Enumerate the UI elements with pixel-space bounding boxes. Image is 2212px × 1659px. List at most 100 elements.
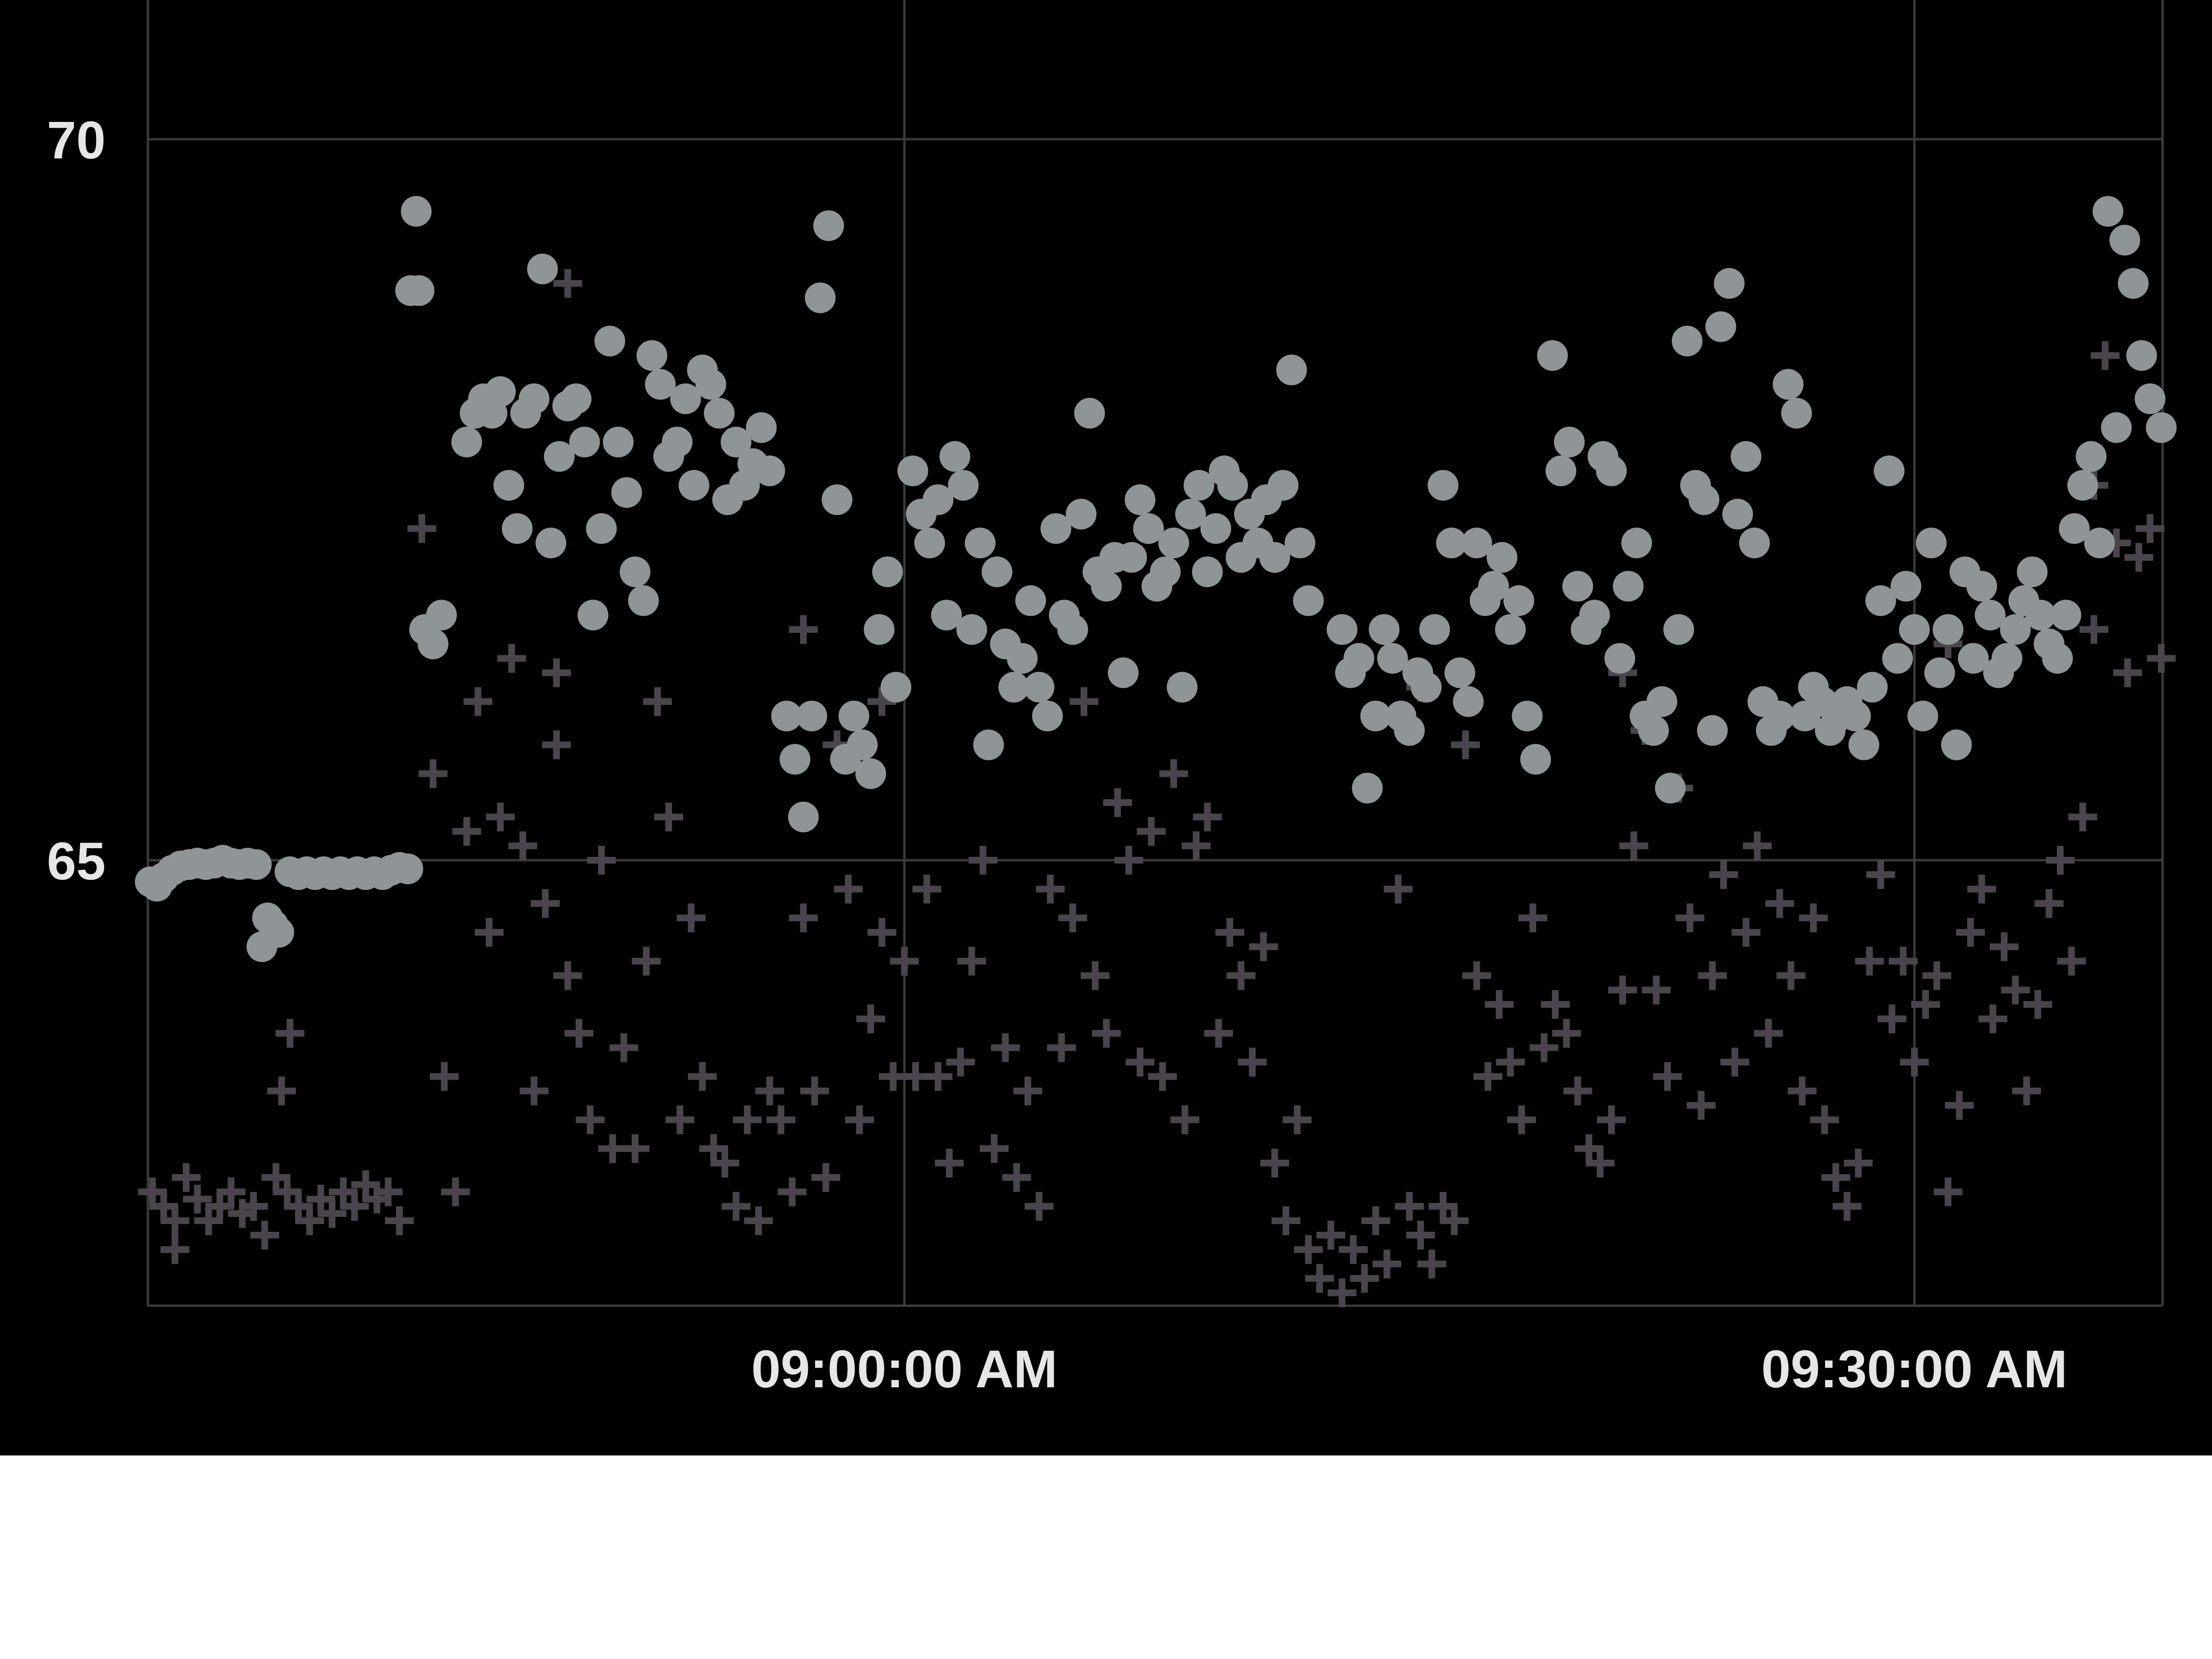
circle-point — [645, 369, 676, 400]
cross-point — [1698, 961, 1727, 990]
cross-point — [2091, 341, 2120, 370]
circle-point — [1612, 571, 1644, 602]
scatter-chart: 65 70 09:00:00 AM 09:30:00 AM — [47, 0, 2177, 1399]
cross-point — [205, 1191, 234, 1221]
cross-point — [2113, 658, 2142, 687]
cross-point — [1922, 961, 1951, 990]
circle-point — [1705, 311, 1736, 342]
cross-point — [1821, 1163, 1851, 1192]
circle-point — [577, 600, 609, 631]
circle-point — [771, 700, 802, 732]
circle-point — [2017, 556, 2048, 588]
circle-point — [2092, 196, 2124, 227]
circle-point — [1655, 772, 1686, 804]
cross-point — [1934, 1177, 1963, 1206]
circle-point — [1268, 469, 1298, 501]
circle-point — [1941, 729, 1972, 760]
cross-point — [721, 1191, 751, 1221]
cross-point — [1271, 1206, 1300, 1235]
cross-point — [1114, 846, 1143, 875]
cross-point — [1776, 961, 1805, 990]
cross-point — [1395, 1191, 1424, 1221]
circle-point — [1285, 528, 1316, 559]
circle-point — [1326, 614, 1358, 645]
cross-point — [475, 918, 504, 947]
cross-point — [912, 875, 941, 904]
cross-point — [1754, 1019, 1783, 1048]
circle-point — [1714, 268, 1745, 299]
circle-point — [1545, 455, 1576, 486]
circle-point — [1107, 657, 1139, 688]
circle-point — [485, 376, 516, 407]
cross-point — [1540, 990, 1570, 1019]
cross-point — [1125, 1047, 1154, 1077]
circle-point — [518, 383, 550, 414]
circle-point — [392, 854, 423, 885]
cross-point — [419, 759, 448, 788]
cross-point — [1709, 860, 1738, 890]
tick-labels: 65 70 09:00:00 AM 09:30:00 AM — [47, 111, 2068, 1399]
cross-point — [1743, 831, 1772, 860]
cross-point — [295, 1206, 324, 1235]
circle-point — [1276, 354, 1307, 385]
circle-point — [914, 528, 945, 559]
circle-point — [2059, 513, 2090, 544]
cross-point — [1810, 1105, 1839, 1134]
circle-point — [1015, 585, 1046, 616]
cross-point — [1575, 1134, 1604, 1163]
cross-point — [1552, 1019, 1581, 1048]
cross-point — [351, 1170, 380, 1199]
circle-point — [426, 600, 457, 631]
circle-point — [1840, 700, 1871, 732]
circle-point — [1974, 600, 2006, 631]
circle-point — [1857, 672, 1888, 703]
cross-point — [946, 1047, 975, 1077]
cross-point — [194, 1206, 223, 1235]
cross-point — [317, 1199, 347, 1228]
circle-point — [2076, 441, 2107, 472]
cross-point — [699, 1134, 728, 1163]
circle-point — [847, 729, 878, 760]
circle-point — [535, 528, 566, 559]
cross-point — [2023, 990, 2053, 1019]
cross-point — [1215, 918, 1244, 947]
circle-point — [1865, 585, 1896, 616]
cross-point — [1092, 1019, 1121, 1048]
circle-point — [1419, 614, 1450, 645]
cross-point — [890, 947, 919, 976]
cross-point — [239, 1191, 268, 1221]
circle-point — [240, 849, 272, 880]
circle-point — [569, 426, 600, 457]
circle-point — [1259, 542, 1290, 573]
circle-point — [1166, 672, 1198, 703]
cross-point — [553, 269, 582, 298]
cross-point — [1563, 1076, 1592, 1106]
circle-point — [1040, 513, 1071, 544]
circle-point — [1512, 700, 1543, 732]
cross-point — [1058, 903, 1087, 933]
circle-point — [1638, 715, 1669, 746]
circle-point — [1933, 614, 1964, 645]
cross-point — [811, 1163, 841, 1192]
cross-point — [1193, 802, 1222, 831]
circle-point — [1731, 441, 1762, 472]
circle-point — [721, 426, 752, 457]
circle-point — [1882, 643, 1913, 674]
circle-point — [1150, 556, 1181, 588]
cross-point — [329, 1177, 358, 1206]
cross-point — [2012, 1076, 2041, 1106]
cross-point — [1204, 1019, 1233, 1048]
cross-point — [710, 1148, 739, 1178]
circle-point — [796, 700, 828, 732]
cross-point — [1137, 817, 1166, 846]
circle-point — [1343, 643, 1374, 674]
circle-point — [544, 441, 575, 472]
circle-point — [1537, 340, 1568, 371]
circle-point — [956, 614, 987, 645]
cross-point — [2080, 615, 2109, 644]
cross-point — [1305, 1264, 1334, 1293]
circle-point — [931, 600, 962, 631]
circle-point — [1966, 571, 1997, 602]
cross-point — [276, 1019, 305, 1048]
cross-point — [991, 1033, 1020, 1062]
